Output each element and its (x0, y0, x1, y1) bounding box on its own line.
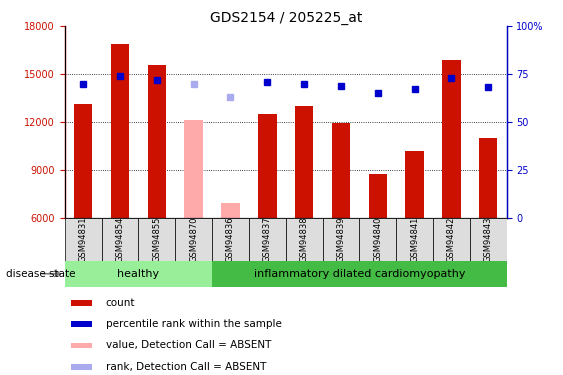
Text: GSM94840: GSM94840 (373, 216, 382, 262)
Text: GSM94870: GSM94870 (189, 216, 198, 262)
Text: GSM94831: GSM94831 (79, 216, 88, 262)
Bar (212, 217, 249, 261)
Text: disease state: disease state (6, 269, 75, 279)
Bar (470, 217, 507, 261)
Text: GSM94839: GSM94839 (337, 216, 346, 262)
Text: GSM94838: GSM94838 (300, 216, 309, 262)
Bar (71, 364, 92, 369)
Bar (138, 217, 175, 261)
Bar (249, 217, 286, 261)
Bar (212, 261, 507, 287)
Text: GSM94854: GSM94854 (115, 216, 124, 262)
Text: GSM94855: GSM94855 (153, 216, 162, 262)
Bar (332, 123, 350, 218)
Bar (221, 203, 240, 217)
Text: percentile rank within the sample: percentile rank within the sample (106, 320, 282, 329)
Bar (148, 64, 166, 218)
Bar (111, 44, 129, 218)
Bar (175, 217, 212, 261)
Bar (433, 217, 470, 261)
Bar (65, 217, 101, 261)
Bar (443, 60, 461, 217)
Bar (258, 114, 276, 218)
Bar (71, 342, 92, 348)
Bar (323, 217, 359, 261)
Text: value, Detection Call = ABSENT: value, Detection Call = ABSENT (106, 340, 271, 351)
Bar (65, 261, 212, 287)
Text: count: count (106, 298, 135, 308)
Text: rank, Detection Call = ABSENT: rank, Detection Call = ABSENT (106, 362, 266, 372)
Bar (479, 138, 498, 218)
Text: GSM94836: GSM94836 (226, 216, 235, 262)
Bar (369, 174, 387, 217)
Text: inflammatory dilated cardiomyopathy: inflammatory dilated cardiomyopathy (254, 269, 465, 279)
Bar (101, 217, 138, 261)
Bar (285, 217, 323, 261)
Bar (295, 106, 314, 218)
Bar (74, 104, 92, 218)
Text: healthy: healthy (117, 269, 159, 279)
Bar (359, 217, 396, 261)
Bar (71, 321, 92, 327)
Bar (405, 150, 424, 217)
Text: GSM94843: GSM94843 (484, 216, 493, 262)
Bar (71, 300, 92, 306)
Text: GSM94841: GSM94841 (410, 216, 419, 262)
Text: GSM94842: GSM94842 (447, 216, 456, 262)
Bar (185, 120, 203, 218)
Text: GSM94837: GSM94837 (263, 216, 272, 262)
Title: GDS2154 / 205225_at: GDS2154 / 205225_at (209, 11, 362, 25)
Bar (396, 217, 433, 261)
